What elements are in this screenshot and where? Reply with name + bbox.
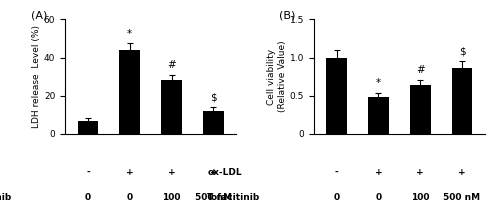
Bar	[78, 121, 98, 134]
Text: (A): (A)	[30, 10, 47, 20]
Y-axis label: LDH release  Level (%): LDH release Level (%)	[32, 25, 41, 128]
Text: -: -	[334, 168, 338, 177]
Text: #: #	[167, 60, 176, 70]
Text: #: #	[416, 65, 424, 75]
Text: 100: 100	[411, 194, 430, 202]
Bar	[368, 97, 389, 134]
Bar	[161, 81, 182, 134]
Text: Tofacitinib: Tofacitinib	[0, 194, 12, 202]
Text: $: $	[210, 93, 216, 103]
Text: 100: 100	[162, 194, 181, 202]
Bar	[203, 111, 224, 134]
Text: +: +	[210, 168, 217, 177]
Text: (B): (B)	[280, 10, 295, 20]
Text: +: +	[374, 168, 382, 177]
Text: 0: 0	[376, 194, 382, 202]
Text: +: +	[458, 168, 466, 177]
Text: *: *	[127, 29, 132, 39]
Text: *: *	[376, 78, 381, 88]
Text: Tofacitinib: Tofacitinib	[208, 194, 260, 202]
Text: 0: 0	[85, 194, 91, 202]
Text: +: +	[168, 168, 175, 177]
Y-axis label: Cell viability
(Relative Value): Cell viability (Relative Value)	[268, 41, 286, 113]
Text: +: +	[416, 168, 424, 177]
Text: $: $	[458, 46, 466, 56]
Text: 0: 0	[334, 194, 340, 202]
Bar	[410, 85, 430, 134]
Text: -: -	[86, 168, 90, 177]
Text: 500 nM: 500 nM	[195, 194, 232, 202]
Text: +: +	[126, 168, 134, 177]
Text: 0: 0	[126, 194, 133, 202]
Text: 500 nM: 500 nM	[444, 194, 480, 202]
Bar	[326, 58, 347, 134]
Bar	[452, 68, 472, 134]
Text: ox-LDL: ox-LDL	[208, 168, 242, 177]
Bar	[120, 50, 141, 134]
